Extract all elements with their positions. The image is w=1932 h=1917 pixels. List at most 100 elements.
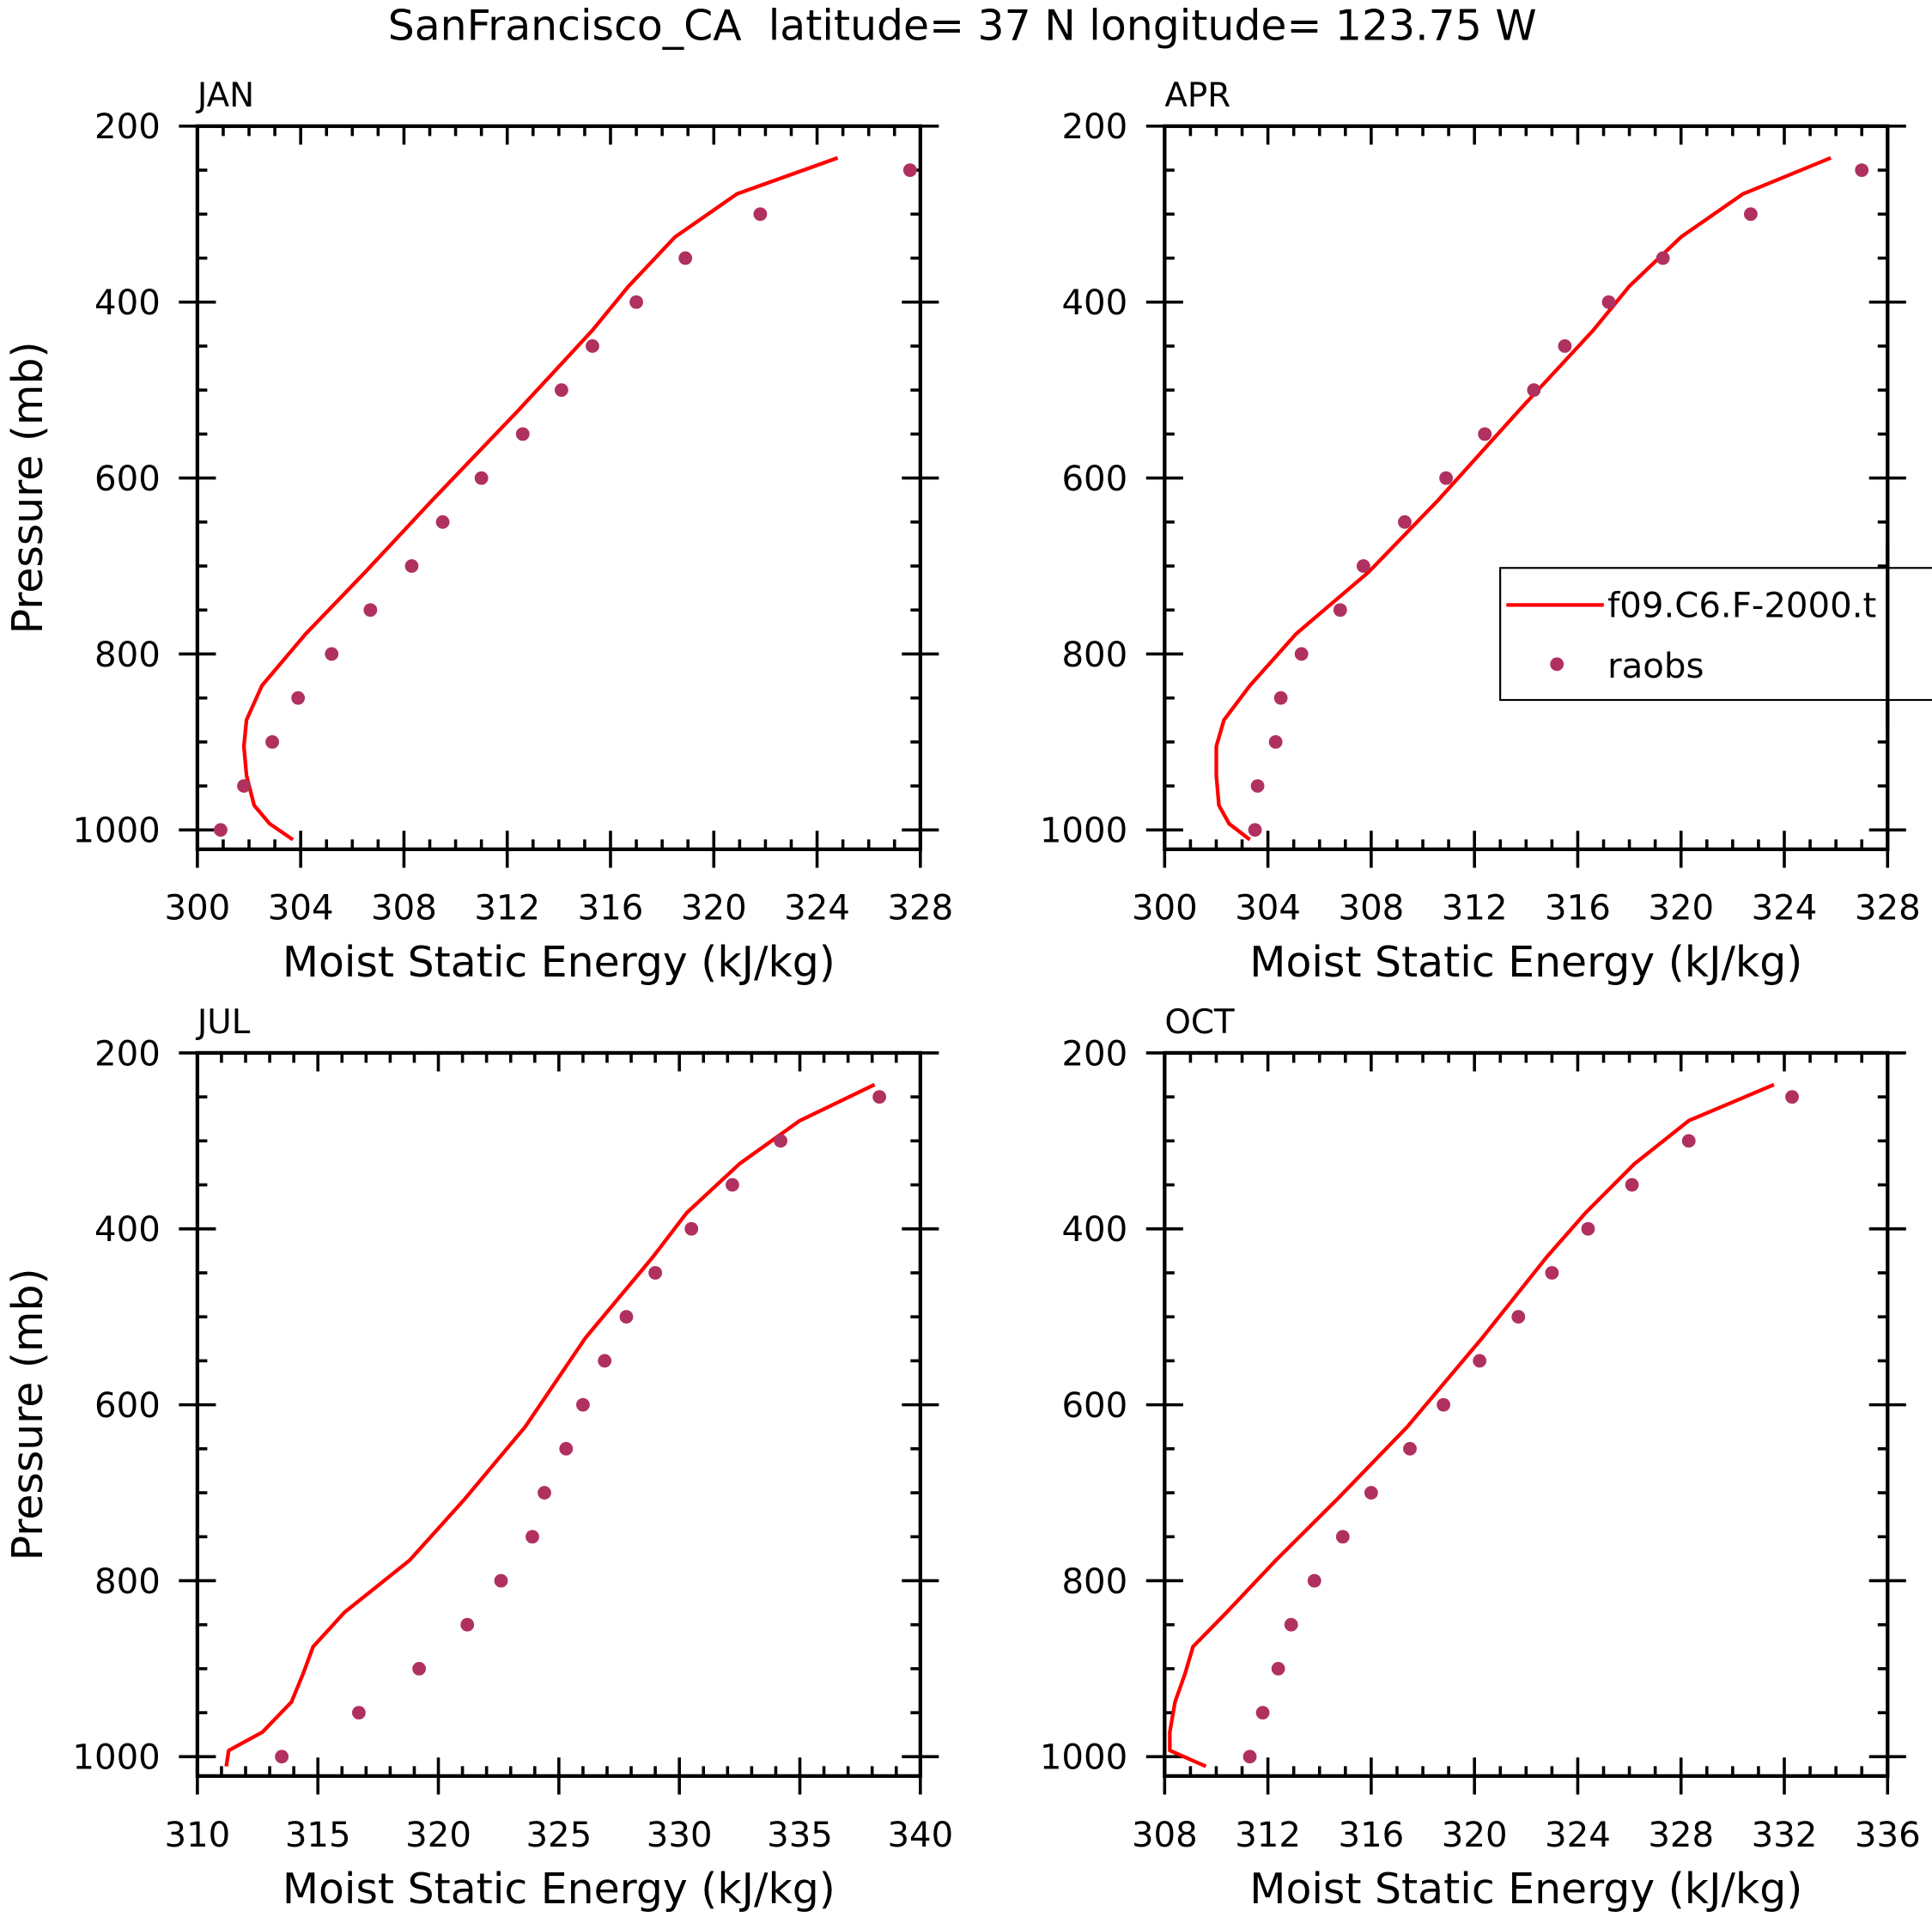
raobs-point bbox=[1364, 1486, 1378, 1500]
y-tick-label: 1000 bbox=[72, 812, 160, 851]
x-tick-label: 316 bbox=[1545, 889, 1611, 928]
x-tick-label: 320 bbox=[681, 889, 747, 928]
x-tick-label: 330 bbox=[647, 1816, 713, 1855]
raobs-point bbox=[1545, 1266, 1559, 1280]
x-tick-label: 324 bbox=[784, 889, 850, 928]
y-tick-label: 1000 bbox=[72, 1738, 160, 1778]
panel-label: OCT bbox=[1164, 1003, 1235, 1042]
panel-label: JUL bbox=[196, 1003, 251, 1042]
y-tick-label: 200 bbox=[1061, 107, 1127, 147]
x-axis-label: Moist Static Energy (kJ/kg) bbox=[1249, 1865, 1802, 1914]
raobs-point bbox=[554, 383, 568, 398]
raobs-point bbox=[538, 1486, 551, 1500]
raobs-point bbox=[1625, 1178, 1639, 1192]
y-tick-label: 200 bbox=[94, 107, 161, 147]
y-tick-label: 600 bbox=[1061, 1386, 1127, 1426]
raobs-point bbox=[1511, 1310, 1526, 1324]
raobs-point bbox=[598, 1354, 612, 1368]
x-tick-label: 340 bbox=[887, 1816, 953, 1855]
raobs-point bbox=[1335, 1530, 1350, 1544]
y-axis-label: Pressure (mb) bbox=[3, 1268, 52, 1561]
raobs-point bbox=[684, 1221, 699, 1236]
raobs-point bbox=[237, 779, 251, 793]
x-tick-label: 316 bbox=[578, 889, 644, 928]
raobs-point bbox=[1271, 1662, 1285, 1676]
x-tick-label: 312 bbox=[1442, 889, 1508, 928]
y-tick-label: 1000 bbox=[1040, 812, 1127, 851]
model-line bbox=[241, 155, 839, 842]
raobs-point bbox=[648, 1266, 663, 1280]
y-tick-label: 800 bbox=[94, 1562, 161, 1602]
raobs-point bbox=[1273, 691, 1288, 705]
raobs-point bbox=[1478, 427, 1492, 441]
raobs-point bbox=[1307, 1573, 1321, 1588]
raobs-point bbox=[1744, 207, 1758, 222]
x-tick-label: 324 bbox=[1752, 889, 1818, 928]
raobs-point bbox=[1439, 471, 1453, 485]
legend-box bbox=[1499, 567, 1932, 702]
x-tick-label: 325 bbox=[526, 1816, 592, 1855]
raobs-point bbox=[1855, 163, 1869, 178]
y-tick-label: 1000 bbox=[1040, 1738, 1127, 1778]
raobs-point bbox=[412, 1662, 426, 1676]
x-axis-label: Moist Static Energy (kJ/kg) bbox=[283, 1865, 835, 1914]
x-tick-label: 328 bbox=[1855, 889, 1921, 928]
y-tick-label: 200 bbox=[1061, 1034, 1127, 1074]
model-line bbox=[224, 1082, 876, 1767]
x-tick-label: 312 bbox=[474, 889, 540, 928]
y-axis-label: Pressure (mb) bbox=[3, 341, 52, 634]
x-tick-label: 320 bbox=[405, 1816, 471, 1855]
figure-title: SanFrancisco_CA latitude= 37 N longitude… bbox=[388, 1, 1537, 50]
x-axis-label: Moist Static Energy (kJ/kg) bbox=[283, 938, 835, 987]
y-tick-label: 400 bbox=[94, 1210, 161, 1250]
raobs-point bbox=[291, 691, 306, 705]
x-tick-label: 304 bbox=[1235, 889, 1301, 928]
raobs-point bbox=[1601, 295, 1616, 309]
raobs-point bbox=[1785, 1090, 1799, 1105]
x-tick-label: 324 bbox=[1545, 1816, 1611, 1855]
raobs-point bbox=[1284, 1617, 1298, 1632]
raobs-point bbox=[265, 734, 279, 749]
raobs-point bbox=[619, 1310, 634, 1324]
raobs-point bbox=[275, 1750, 289, 1764]
raobs-point bbox=[1398, 514, 1412, 529]
x-tick-label: 304 bbox=[268, 889, 334, 928]
x-tick-label: 310 bbox=[165, 1816, 231, 1855]
legend: f09.C6.F-2000.t raobs bbox=[1499, 567, 1932, 702]
x-tick-label: 332 bbox=[1752, 1816, 1818, 1855]
raobs-point bbox=[460, 1617, 475, 1632]
x-tick-label: 308 bbox=[1338, 889, 1404, 928]
raobs-point bbox=[1558, 339, 1572, 353]
y-tick-label: 400 bbox=[1061, 283, 1127, 323]
plot-frame bbox=[1163, 1050, 1890, 1779]
raobs-point bbox=[1681, 1134, 1696, 1148]
x-tick-label: 300 bbox=[165, 889, 231, 928]
plot-frame bbox=[1163, 124, 1890, 851]
raobs-point bbox=[1333, 603, 1347, 618]
y-tick-label: 600 bbox=[94, 459, 161, 499]
raobs-point bbox=[214, 823, 228, 837]
raobs-point bbox=[1581, 1221, 1595, 1236]
x-tick-label: 308 bbox=[1132, 1816, 1198, 1855]
x-tick-label: 328 bbox=[1648, 1816, 1714, 1855]
x-tick-label: 336 bbox=[1855, 1816, 1921, 1855]
raobs-point bbox=[576, 1397, 590, 1412]
raobs-point bbox=[586, 339, 599, 353]
raobs-point bbox=[352, 1706, 366, 1720]
raobs-point bbox=[1473, 1354, 1487, 1368]
raobs-point bbox=[753, 207, 768, 222]
y-tick-label: 600 bbox=[1061, 459, 1127, 499]
raobs-point bbox=[629, 295, 643, 309]
raobs-point bbox=[325, 647, 339, 661]
raobs-point bbox=[1527, 383, 1541, 398]
x-axis-label: Moist Static Energy (kJ/kg) bbox=[1249, 938, 1802, 987]
x-tick-label: 315 bbox=[285, 1816, 351, 1855]
y-tick-label: 800 bbox=[1061, 1562, 1127, 1602]
plot-frame bbox=[195, 124, 922, 851]
raobs-point bbox=[1248, 823, 1262, 837]
x-tick-label: 335 bbox=[767, 1816, 833, 1855]
